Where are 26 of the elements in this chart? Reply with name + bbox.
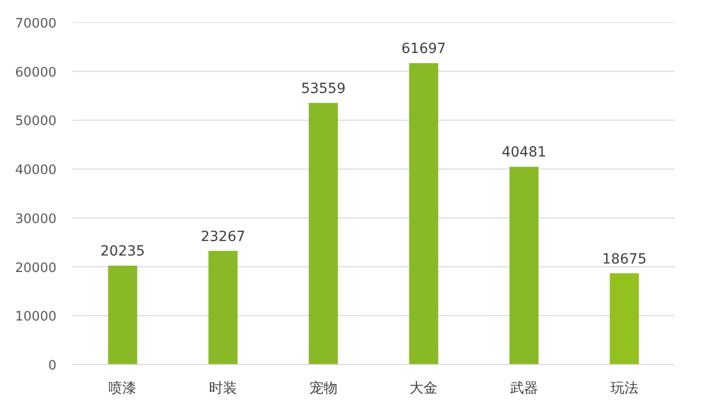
bar: [208, 250, 238, 364]
bar: [108, 266, 138, 364]
x-tick-label: 宠物: [309, 380, 338, 396]
bar: [308, 102, 338, 364]
x-tick-label: 喷漆: [108, 380, 137, 396]
x-tick-label: 时装: [209, 380, 237, 396]
data-label: 23267: [200, 228, 246, 245]
y-tick-label: 60000: [15, 65, 57, 80]
y-tick-label: 40000: [15, 163, 57, 178]
y-tick-label: 0: [48, 358, 57, 374]
bar: [610, 273, 639, 364]
data-label: 61697: [401, 41, 446, 58]
y-tick-label: 70000: [15, 16, 57, 32]
data-label: 40481: [502, 144, 546, 161]
x-tick-label: 武器: [510, 380, 538, 396]
x-tick-label: 大金: [410, 380, 438, 396]
data-label: 18675: [602, 251, 647, 268]
x-tick-label: 玩法: [610, 380, 638, 396]
y-tick-label: 50000: [15, 114, 57, 130]
y-tick-label: 10000: [15, 310, 57, 325]
y-tick-label: 30000: [15, 212, 57, 227]
data-label: 53559: [301, 80, 346, 97]
data-label: 20235: [100, 244, 145, 260]
bar: [509, 166, 539, 364]
y-tick-label: 20000: [15, 260, 57, 276]
bar: [409, 63, 438, 364]
